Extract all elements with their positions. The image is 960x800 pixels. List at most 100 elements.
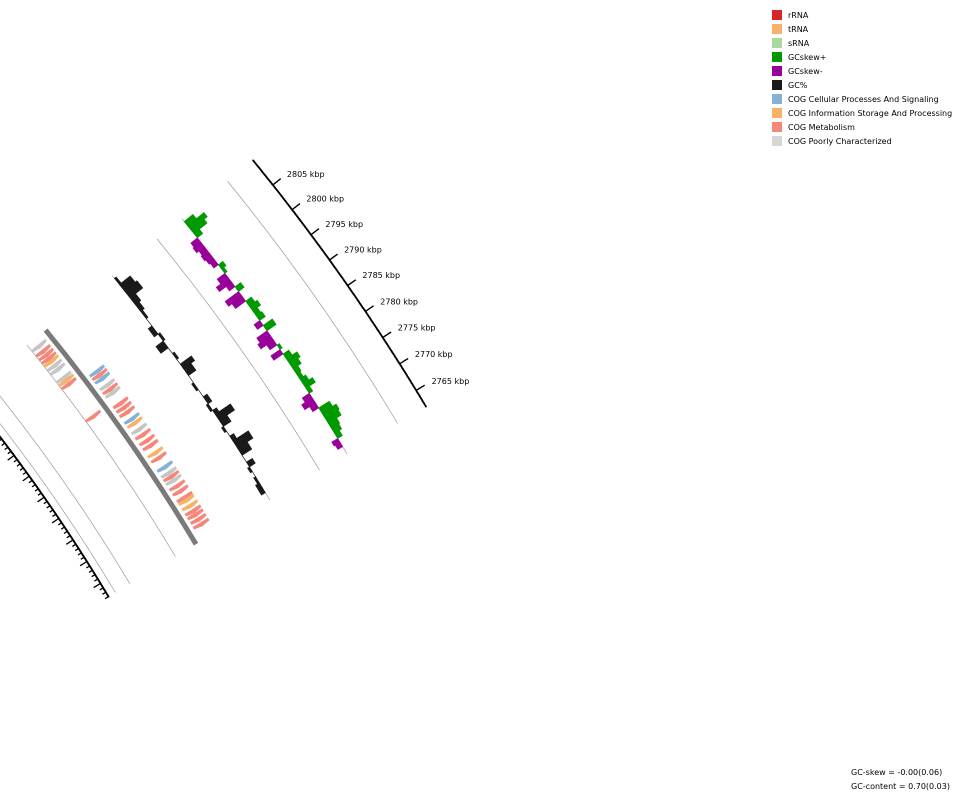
gc-skew-pos-bar-2791.6	[248, 299, 262, 312]
inner-tick	[43, 500, 48, 505]
track-ring-3	[26, 344, 176, 557]
gc-skew-pos-bar-2768	[327, 417, 341, 429]
cds-cellular-2787.5	[123, 412, 140, 425]
position-label-2765: 2765 kbp	[432, 377, 470, 386]
outer-scale-dots	[252, 159, 427, 408]
inner-tick	[93, 582, 101, 589]
inner-tick	[65, 539, 74, 545]
gc-skew-pos-bar-2775.8	[302, 377, 316, 389]
inner-tick	[22, 475, 30, 482]
gc-content-bar-2802	[140, 309, 149, 320]
gc-content-bar-2809.4	[113, 276, 122, 285]
inner-tick	[1, 442, 6, 447]
gc-skew-pos-bar-2787.6	[262, 318, 277, 332]
gc-content-bar-2791.5	[176, 359, 181, 365]
inner-tick	[102, 591, 107, 595]
gc-skew-pos-bar-2783.6	[276, 343, 283, 350]
cds-cellular-2798.2	[88, 364, 105, 378]
cds-metabolism-2799.5	[60, 376, 77, 391]
legend-label-cog-metabolism: COG Metabolism	[788, 122, 855, 132]
position-tick-2765	[415, 384, 426, 391]
gc-content-bar-2766.8	[253, 476, 260, 485]
inner-tick	[37, 496, 45, 503]
legend-swatch-cog-information	[772, 108, 782, 118]
inner-tick	[16, 463, 21, 467]
cds-metabolism-2794.2	[102, 382, 119, 396]
legend-swatch-cog-cellular	[772, 94, 782, 104]
inner-tick	[85, 565, 91, 569]
legend-item-gcskew-minus: GCskew-	[772, 64, 952, 78]
gc-content-bar-2783.5	[202, 393, 213, 405]
stats-box: GC-skew = -0.00(0.06) GC-content = 0.70(…	[851, 766, 950, 794]
position-tick-2800	[291, 203, 301, 211]
position-tick-2770	[399, 357, 409, 365]
cds-information-2769.7	[177, 493, 195, 506]
legend-label-gcskew-plus: GCskew+	[788, 52, 827, 62]
position-tick-2790	[329, 253, 339, 261]
backbone-ring	[43, 328, 199, 546]
legend-swatch-gc-percent	[772, 80, 782, 90]
gc-skew-track	[183, 212, 344, 450]
cds-metabolism-2797.4	[91, 367, 108, 381]
gc-skew-pos-bar-2766	[334, 429, 343, 439]
cds-metabolism-2790	[115, 400, 132, 414]
position-label-2790: 2790 kbp	[344, 245, 382, 254]
gc-content-bar-2806.6	[123, 280, 144, 299]
inner-tick	[49, 509, 54, 513]
legend-swatch-trna	[772, 24, 782, 34]
cds-metabolism-2784	[134, 427, 151, 441]
gc-content-track	[113, 275, 266, 496]
position-label-2795: 2795 kbp	[325, 220, 363, 229]
gc-skew-neg-bar-2797.4	[215, 277, 233, 293]
gc-skew-neg-bar-2805	[192, 241, 205, 254]
cds-metabolism-2806.3	[38, 347, 54, 362]
gc-content-bar-2767.8	[252, 471, 256, 477]
position-tick-2775	[382, 331, 392, 339]
gc-skew-neg-bar-2764.2	[334, 442, 344, 450]
cds-metabolism-2774.8	[162, 470, 180, 483]
cds-metabolism-2782.7	[138, 433, 156, 447]
cds-information-2800.3	[58, 373, 75, 387]
gc-skew-pos-bar-2807.6	[190, 218, 208, 235]
legend-item-gcskew-plus: GCskew+	[772, 50, 952, 64]
legend-label-srna: sRNA	[788, 38, 810, 48]
gc-skew-pos-bar-2799.3	[221, 266, 228, 274]
gc-content-bar-2774.2	[232, 430, 254, 449]
cds-metabolism-2766.6	[186, 508, 204, 521]
inner-tick	[91, 574, 96, 578]
position-tick-2795	[310, 228, 320, 236]
gc-content-bar-2805	[129, 293, 142, 306]
gc-skew-neg-bar-2794.6	[224, 291, 243, 307]
inner-tick	[99, 587, 104, 591]
cds-metabolism-2767.4	[184, 504, 202, 517]
gc-skew-neg-bar-2785.5	[257, 335, 274, 350]
gc-skew-pos-bar-2780.8	[285, 351, 301, 365]
cds-poorly-characterized-2803.8	[46, 358, 63, 372]
cds-metabolism-2770.3	[176, 490, 193, 503]
position-label-2785: 2785 kbp	[362, 271, 400, 280]
gc-skew-pos-bar-2795.6	[234, 282, 245, 292]
inner-tick	[31, 484, 36, 488]
gc-skew-neg-bar-2765	[331, 437, 341, 447]
outer-scale-dots-dot	[424, 405, 427, 408]
gc-skew-pos-bar-2800.2	[217, 260, 227, 270]
gc-content-bar-2776.2	[226, 431, 230, 437]
position-label-2770: 2770 kbp	[415, 350, 453, 359]
gc-content-bar-2795.5	[155, 340, 169, 354]
cds-metabolism-2807.2	[35, 344, 51, 358]
gc-content-bar-2785	[198, 389, 204, 397]
gc-content-bar-2792.8	[171, 351, 180, 360]
legend-label-gc-percent: GC%	[788, 80, 808, 90]
cds-poorly-characterized-2774	[165, 473, 182, 486]
gc-content-stat: GC-content = 0.70(0.03)	[851, 782, 950, 791]
inner-tick	[46, 505, 51, 509]
position-label-2775: 2775 kbp	[398, 324, 436, 333]
cds-metabolism-2805.5	[40, 351, 57, 365]
cds-metabolism-2764.6	[192, 517, 210, 530]
legend-item-rrna: rRNA	[772, 8, 952, 22]
inner-tick	[4, 446, 9, 451]
inner-tick	[52, 513, 57, 517]
cds-poorly-characterized-2808.4	[31, 338, 47, 353]
cds-poorly-characterized-2785.2	[130, 422, 148, 436]
legend-swatch-gcskew-minus	[772, 66, 782, 76]
